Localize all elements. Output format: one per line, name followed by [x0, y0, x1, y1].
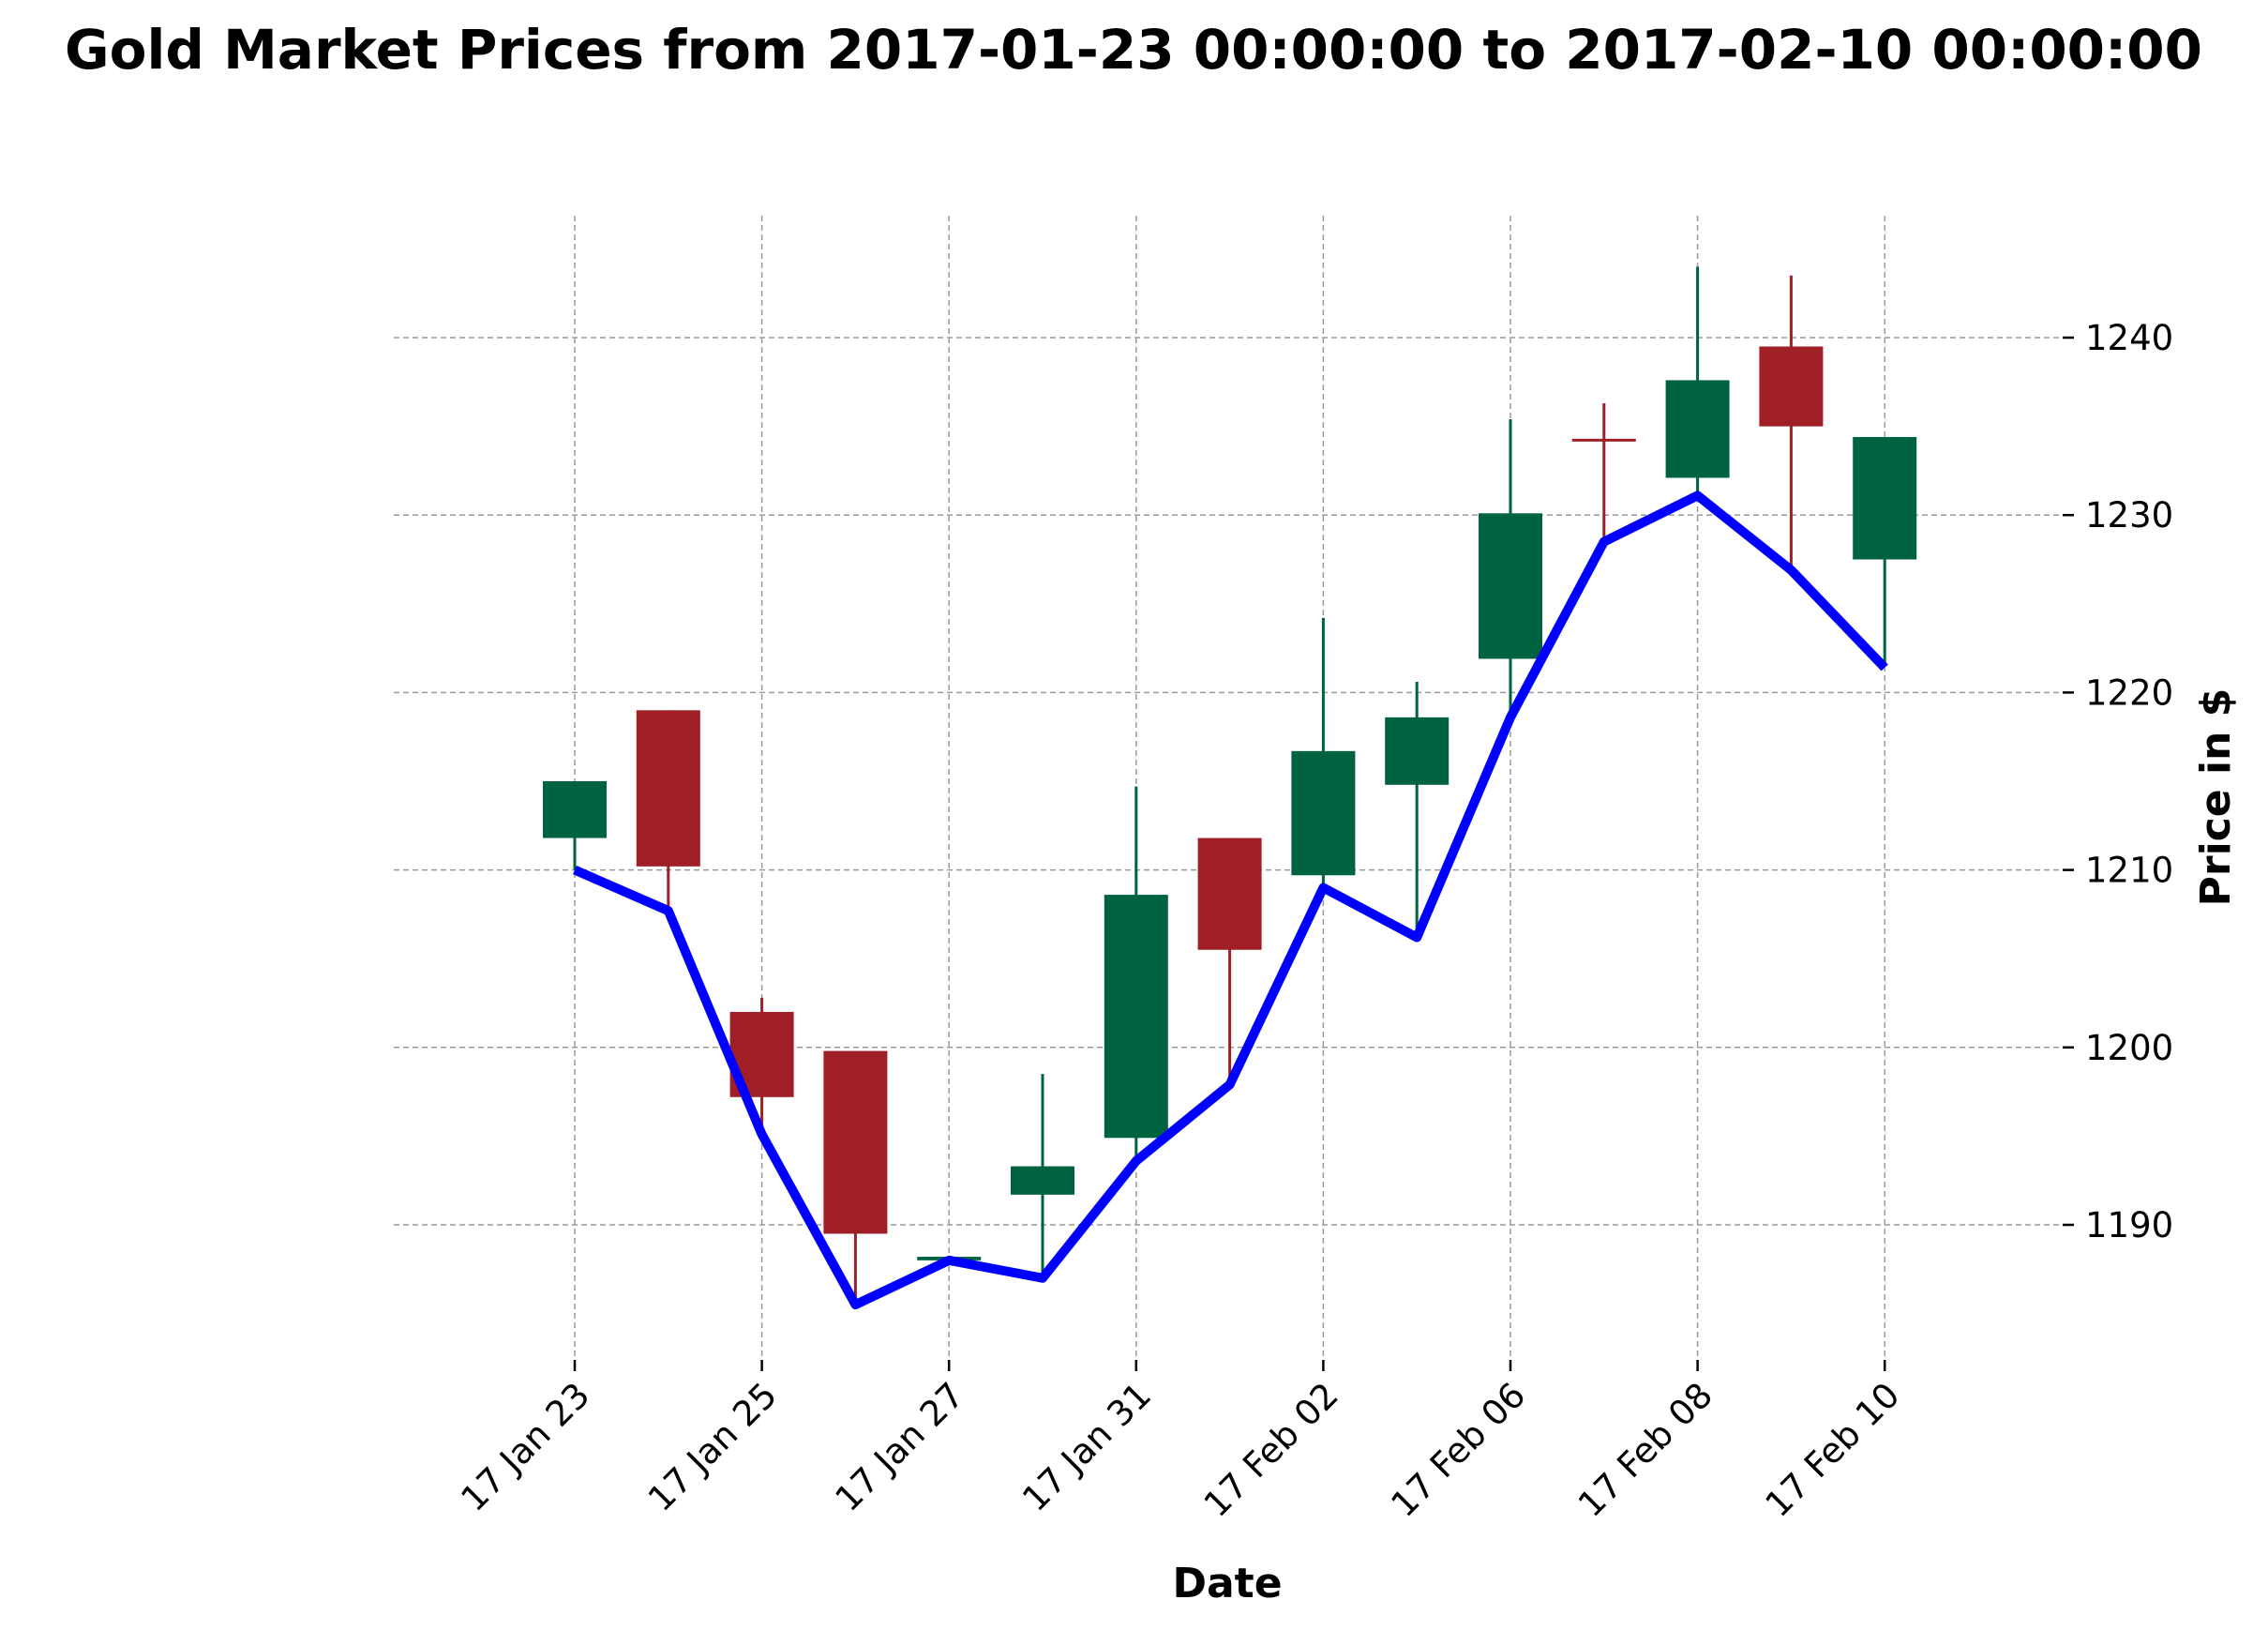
- candle: [1479, 419, 1542, 719]
- candle-body: [543, 781, 607, 838]
- candle-body: [1385, 717, 1449, 785]
- candle-body: [1571, 438, 1636, 442]
- x-tick-label: 17 Jan 23: [453, 1375, 597, 1519]
- candle: [1665, 266, 1730, 498]
- candle: [1571, 403, 1636, 542]
- candle-body: [1665, 380, 1730, 478]
- candle: [1385, 682, 1449, 936]
- candle: [1104, 786, 1168, 1163]
- y-tick-label: 1220: [2085, 672, 2173, 713]
- candle: [729, 997, 794, 1137]
- candle-body: [823, 1050, 888, 1234]
- candle: [1197, 838, 1262, 1083]
- candle-body: [1853, 436, 1917, 560]
- x-tick-label: 17 Feb 10: [1758, 1375, 1908, 1525]
- candle-body: [1291, 750, 1356, 876]
- candle-body: [1104, 895, 1168, 1139]
- y-tick-label: 1210: [2085, 851, 2173, 891]
- y-tick-label: 1190: [2085, 1205, 2173, 1245]
- candle-body: [1759, 346, 1824, 427]
- candle: [1011, 1074, 1074, 1282]
- candle: [1759, 275, 1824, 568]
- y-tick-label: 1240: [2085, 318, 2173, 358]
- candles: [543, 266, 1917, 1306]
- x-tick-label: 17 Jan 31: [1014, 1375, 1159, 1519]
- candle-body: [1011, 1166, 1074, 1195]
- candle-body: [636, 710, 700, 867]
- y-axis-label: Price in $: [2192, 688, 2240, 907]
- candle: [1853, 436, 1917, 667]
- candle: [636, 710, 700, 914]
- candle-body: [1479, 513, 1542, 659]
- x-tick-label: 17 Feb 06: [1383, 1375, 1533, 1525]
- x-tick-label: 17 Jan 27: [828, 1375, 972, 1519]
- y-tick-label: 1230: [2085, 495, 2173, 536]
- close-line: [573, 491, 1888, 1310]
- candle: [823, 1050, 888, 1306]
- x-tick-label: 17 Feb 08: [1570, 1375, 1720, 1525]
- candle: [543, 781, 607, 870]
- candle-body: [1197, 838, 1262, 950]
- candle: [1291, 617, 1356, 888]
- chart-title: Gold Market Prices from 2017-01-23 00:00…: [65, 18, 2202, 82]
- close-line-layer: [573, 491, 1888, 1310]
- y-tick-label: 1200: [2085, 1028, 2173, 1068]
- x-tick-label: 17 Feb 02: [1196, 1375, 1346, 1525]
- x-axis-label: Date: [1172, 1560, 1282, 1607]
- x-tick-label: 17 Jan 25: [640, 1375, 785, 1519]
